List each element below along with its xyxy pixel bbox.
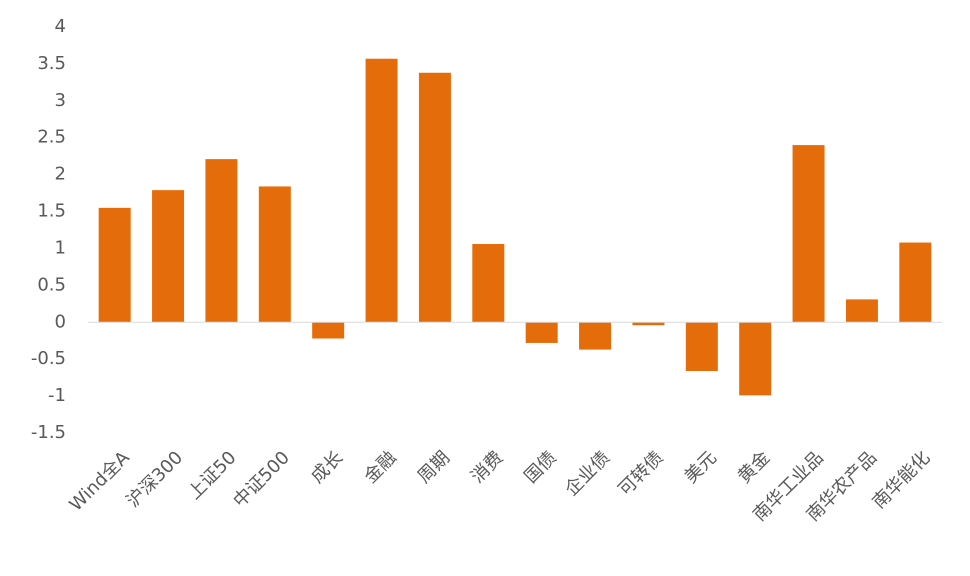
bar bbox=[685, 322, 718, 371]
x-tick-label: 沪深300 bbox=[123, 447, 188, 512]
x-tick-label: 企业债 bbox=[561, 447, 614, 500]
x-tick-label: 消费 bbox=[467, 447, 507, 487]
x-tick-label: 国债 bbox=[520, 447, 560, 487]
y-tick-label: 2 bbox=[55, 164, 66, 185]
y-tick-label: -1 bbox=[48, 385, 66, 406]
bar bbox=[792, 145, 825, 323]
y-tick-label: 1 bbox=[55, 237, 66, 258]
x-tick-label: 中证500 bbox=[229, 447, 294, 512]
bar bbox=[152, 190, 185, 323]
x-tick-label: 周期 bbox=[414, 447, 454, 487]
bar bbox=[845, 299, 878, 323]
y-tick-label: 3 bbox=[55, 90, 66, 111]
y-tick-label: 4 bbox=[55, 16, 66, 37]
x-tick-label: 金融 bbox=[360, 447, 400, 487]
y-tick-label: 2.5 bbox=[37, 127, 66, 148]
y-tick-label: 0.5 bbox=[37, 274, 66, 295]
bar bbox=[98, 207, 131, 323]
bar bbox=[472, 244, 505, 323]
x-tick-label: 黄金 bbox=[734, 447, 774, 487]
y-tick-label: 3.5 bbox=[37, 53, 66, 74]
bar bbox=[312, 322, 345, 339]
y-tick-label: -0.5 bbox=[31, 348, 66, 369]
bar bbox=[205, 159, 238, 323]
x-tick-label: 南华能化 bbox=[869, 447, 935, 513]
x-tick-label: 可转债 bbox=[614, 447, 667, 500]
bar bbox=[739, 322, 772, 396]
y-tick-label: 0 bbox=[55, 311, 66, 332]
x-tick-label: 成长 bbox=[307, 447, 347, 487]
bar bbox=[258, 186, 291, 323]
bar bbox=[365, 58, 398, 323]
y-tick-label: 1.5 bbox=[37, 201, 66, 222]
bar bbox=[899, 242, 932, 323]
x-tick-label: Wind全A bbox=[65, 447, 134, 516]
bar bbox=[632, 322, 665, 326]
bar bbox=[525, 322, 558, 343]
x-tick-label: 美元 bbox=[681, 447, 721, 487]
y-tick-label: -1.5 bbox=[31, 422, 66, 443]
bar bbox=[418, 72, 451, 323]
bar bbox=[579, 322, 612, 350]
